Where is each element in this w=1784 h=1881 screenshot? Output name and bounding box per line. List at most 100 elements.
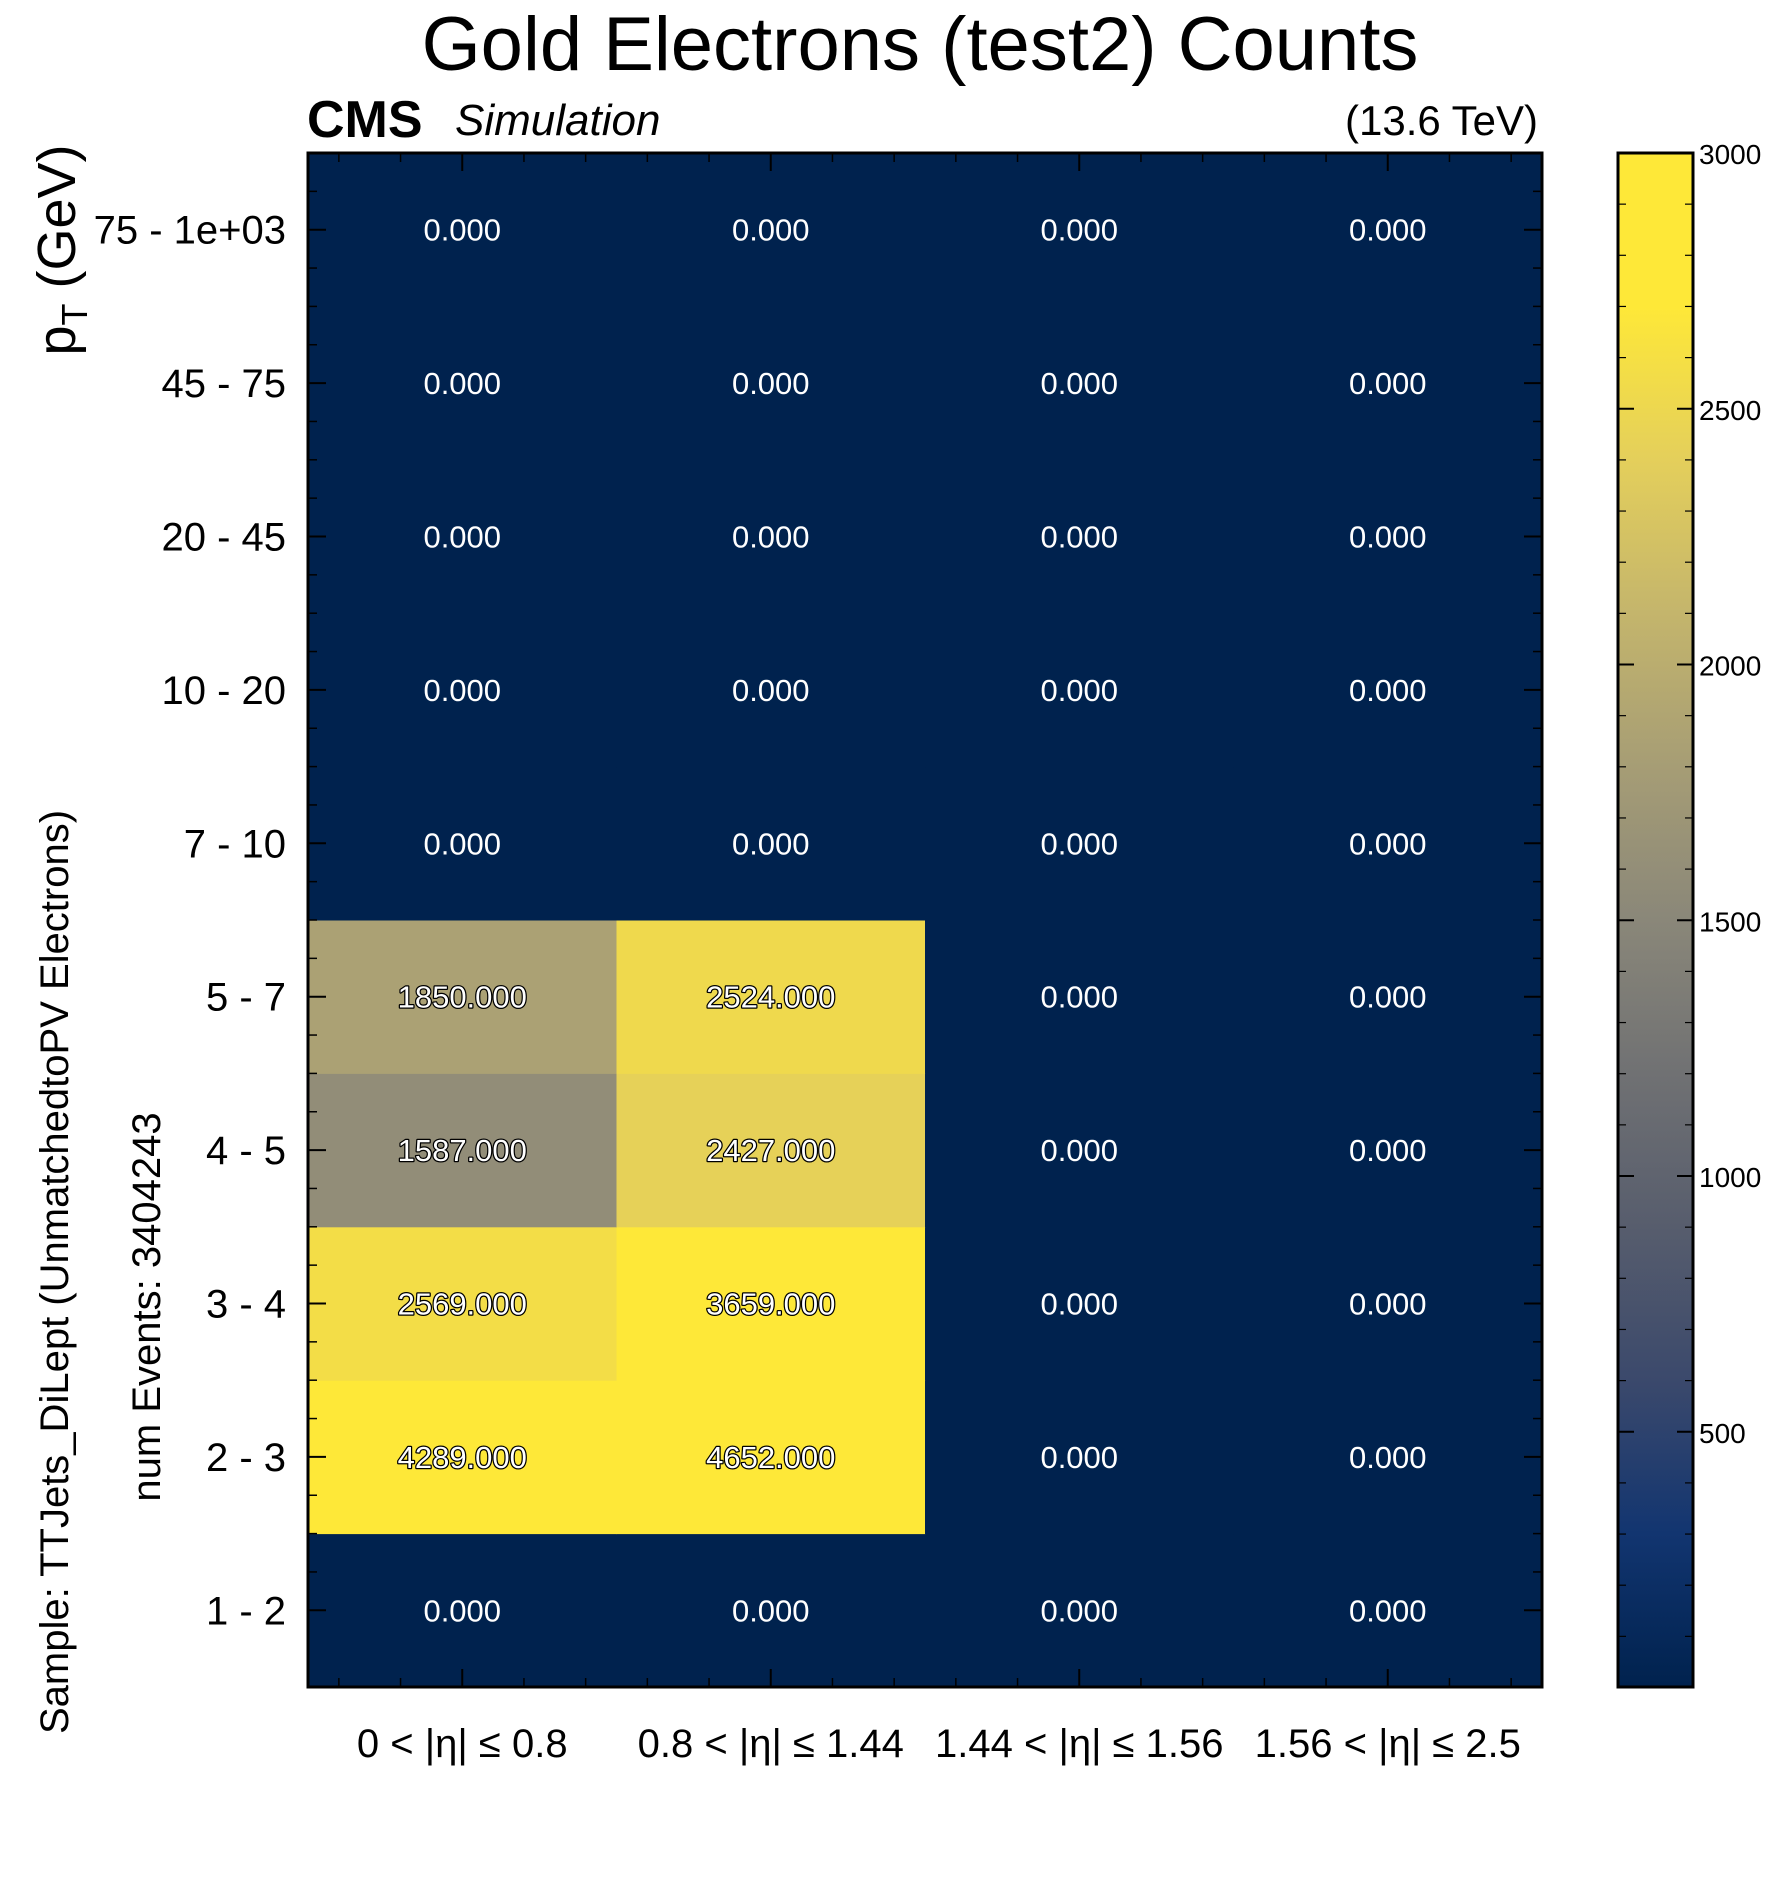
heatmap-cell (925, 1226, 1234, 1381)
heatmap-cells (308, 153, 1543, 1688)
heatmap-cell (616, 459, 926, 614)
heatmap-cell (308, 1533, 617, 1688)
cell-value-label: 0.000 (732, 213, 810, 248)
heatmap-cell (308, 920, 617, 1074)
cell-value-label: 0.000 (732, 826, 810, 861)
cell-value-label: 3659.000 (706, 1287, 835, 1322)
y-tick-label: 2 - 3 (206, 1436, 286, 1480)
heatmap-cell (616, 613, 926, 768)
cell-value-label: 0.000 (1349, 673, 1427, 708)
y-axis-label: pT (GeV) (27, 144, 95, 355)
cell-value-label: 0.000 (1040, 826, 1118, 861)
heatmap-cell (308, 153, 617, 307)
heatmap-cell (616, 306, 926, 461)
cell-value-label: 0.000 (1349, 213, 1427, 248)
heatmap-cell (308, 1073, 617, 1228)
colorbar-tick-label: 1500 (1699, 906, 1761, 937)
cell-value-label: 0.000 (1040, 213, 1118, 248)
colorbar-tick-label: 2500 (1699, 395, 1761, 426)
heatmap-cell (1233, 1073, 1543, 1228)
cell-value-label: 2524.000 (706, 980, 835, 1015)
heatmap-cell (616, 920, 926, 1074)
heatmap-cell (308, 613, 617, 768)
cell-value-label: 0.000 (1040, 1440, 1118, 1475)
y-tick-label: 20 - 45 (161, 516, 286, 560)
cell-value-label: 0.000 (423, 826, 501, 861)
y-tick-label: 10 - 20 (161, 669, 286, 713)
energy-label: (13.6 TeV) (1345, 97, 1538, 144)
cell-value-label: 0.000 (423, 213, 501, 248)
heatmap-cell (616, 153, 926, 307)
x-tick-label: 0 < |η| ≤ 0.8 (357, 1722, 568, 1766)
y-tick-label: 45 - 75 (161, 362, 286, 406)
heatmap-cell (616, 1533, 926, 1688)
heatmap-cell (1233, 306, 1543, 461)
heatmap-cell (308, 306, 617, 461)
cell-value-label: 0.000 (732, 673, 810, 708)
heatmap-cell (925, 306, 1234, 461)
heatmap-cell (925, 1533, 1234, 1688)
heatmap-cell (925, 153, 1234, 307)
cell-value-label: 0.000 (1349, 1287, 1427, 1322)
cell-value-label: 1850.000 (398, 980, 527, 1015)
heatmap-cell (308, 1380, 617, 1535)
y-tick-label: 4 - 5 (206, 1129, 286, 1173)
cell-value-label: 2569.000 (398, 1287, 527, 1322)
cell-value-label: 0.000 (1349, 980, 1427, 1015)
cell-value-label: 4289.000 (398, 1440, 527, 1475)
heatmap-cell (1233, 459, 1543, 614)
heatmap-cell (308, 766, 617, 921)
y-tick-labels: 1 - 2 2 - 3 3 - 4 4 - 5 5 - 7 7 - 10 10 - 20 20… (94, 209, 286, 1634)
y-tick-label: 1 - 2 (206, 1589, 286, 1633)
cell-value-label: 0.000 (1040, 1133, 1118, 1168)
heatmap-cell (925, 920, 1234, 1074)
x-tick-label: 1.56 < |η| ≤ 2.5 (1255, 1722, 1521, 1766)
heatmap-cell (308, 459, 617, 614)
y-tick-label: 75 - 1e+03 (94, 209, 286, 253)
cell-value-label: 0.000 (1040, 1287, 1118, 1322)
heatmap-cell (308, 1226, 617, 1381)
x-tick-label: 1.44 < |η| ≤ 1.56 (935, 1722, 1224, 1766)
cell-value-label: 2427.000 (706, 1133, 835, 1168)
heatmap-cell (616, 1380, 926, 1535)
heatmap-cell (925, 613, 1234, 768)
heatmap-cell (925, 459, 1234, 614)
cell-value-label: 0.000 (1349, 520, 1427, 555)
heatmap-cell (1233, 613, 1543, 768)
y-tick-label: 3 - 4 (206, 1283, 286, 1327)
cell-value-label: 0.000 (423, 520, 501, 555)
cell-value-label: 0.000 (1040, 520, 1118, 555)
cell-value-label: 0.000 (1349, 1593, 1427, 1628)
heatmap-cell (925, 1380, 1234, 1535)
experiment-label: CMS (307, 91, 423, 149)
cell-value-label: 4652.000 (706, 1440, 835, 1475)
cell-value-label: 0.000 (1040, 366, 1118, 401)
heatmap-cell (1233, 920, 1543, 1074)
heatmap-cell (925, 766, 1234, 921)
heatmap-cell (1233, 766, 1543, 921)
y-tick-label: 7 - 10 (184, 822, 286, 866)
cell-value-label: 0.000 (732, 520, 810, 555)
cell-value-label: 0.000 (423, 366, 501, 401)
colorbar-tick-label: 500 (1699, 1418, 1746, 1449)
heatmap-cell (925, 1073, 1234, 1228)
heatmap-cell (1233, 1533, 1543, 1688)
cell-value-label: 0.000 (732, 366, 810, 401)
cell-value-label: 0.000 (1349, 1440, 1427, 1475)
x-tick-labels: 0 < |η| ≤ 0.8 0.8 < |η| ≤ 1.44 1.44 < |η| … (357, 1722, 1521, 1766)
cell-value-label: 1587.000 (398, 1133, 527, 1168)
heatmap-cell (1233, 1380, 1543, 1535)
sample-label: Sample: TTJets_DiLept (UnmatchedtoPV Ele… (33, 810, 77, 1734)
cell-value-label: 0.000 (1040, 980, 1118, 1015)
heatmap-cell (1233, 153, 1543, 307)
cell-value-label: 0.000 (1349, 366, 1427, 401)
colorbar-ticks: 500 1000 1500 2000 2500 3000 (1618, 139, 1761, 1637)
y-tick-label: 5 - 7 (206, 976, 286, 1020)
heatmap-cell (616, 1073, 926, 1228)
cell-value-label: 0.000 (423, 1593, 501, 1628)
heatmap-value-labels: 0.000 0.000 0.000 0.000 4289.000 4652.000 0.00… (396, 213, 1427, 1629)
heatmap-cell (1233, 1226, 1543, 1381)
cell-value-label: 0.000 (1349, 1133, 1427, 1168)
axis-ticks (308, 152, 1542, 1687)
